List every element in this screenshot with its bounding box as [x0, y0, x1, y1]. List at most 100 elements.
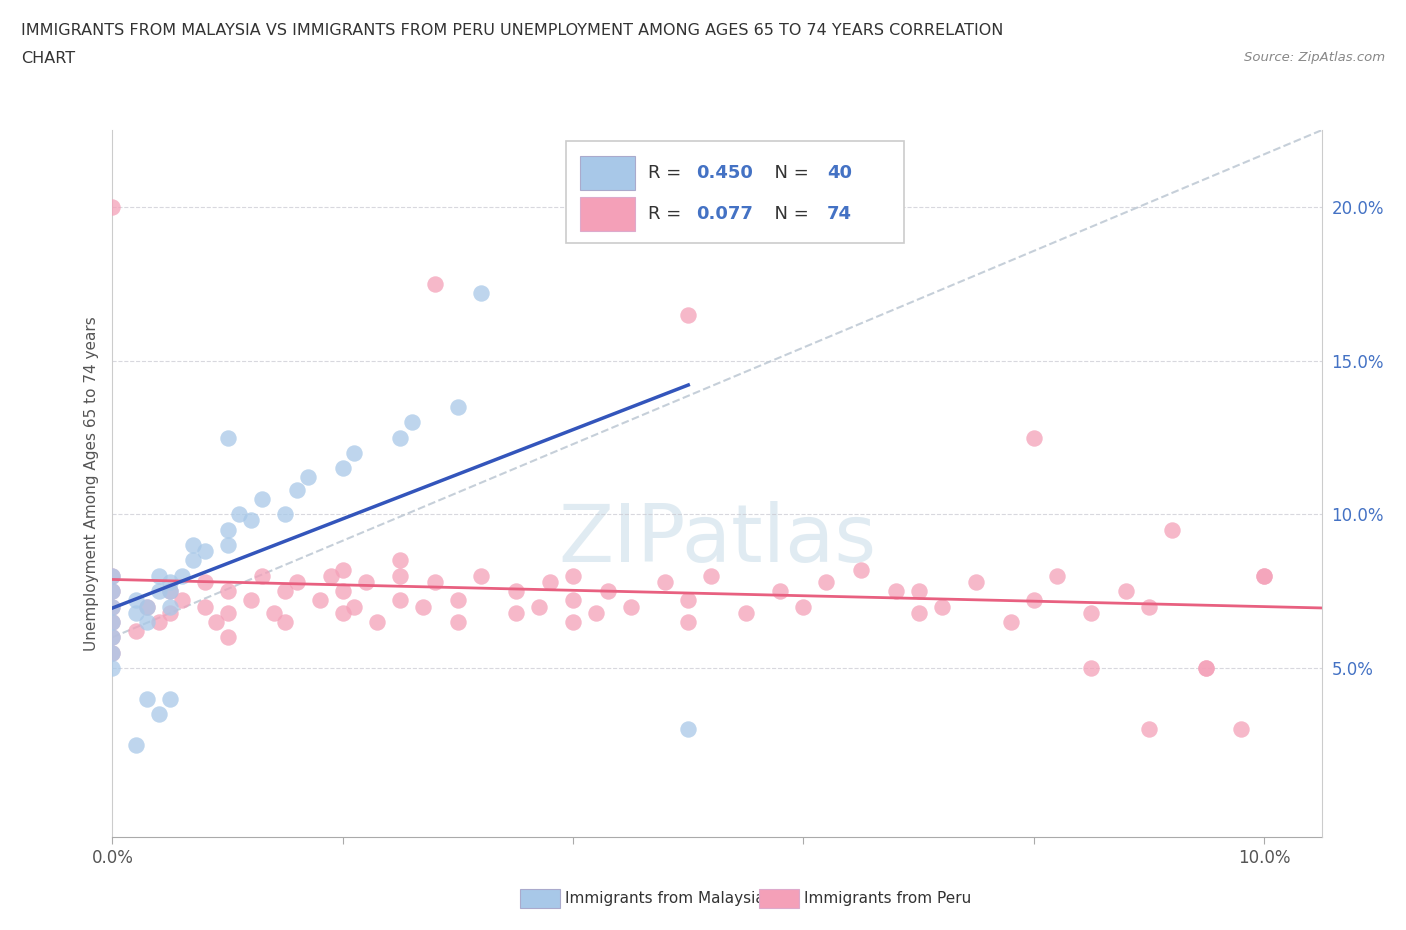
Point — [423, 276, 446, 291]
Point — [181, 553, 204, 568]
Point — [217, 584, 239, 599]
Point — [470, 286, 492, 300]
Point — [412, 599, 434, 614]
Point — [1080, 660, 1102, 675]
Text: N =: N = — [763, 165, 814, 182]
Point — [205, 615, 228, 630]
Point — [734, 605, 756, 620]
Point — [354, 575, 377, 590]
Point — [228, 507, 250, 522]
Point — [159, 575, 181, 590]
Point — [101, 568, 124, 583]
Text: IMMIGRANTS FROM MALAYSIA VS IMMIGRANTS FROM PERU UNEMPLOYMENT AMONG AGES 65 TO 7: IMMIGRANTS FROM MALAYSIA VS IMMIGRANTS F… — [21, 23, 1004, 38]
Text: R =: R = — [648, 165, 688, 182]
Text: R =: R = — [648, 205, 688, 222]
Point — [274, 507, 297, 522]
Point — [1115, 584, 1137, 599]
Point — [136, 691, 159, 706]
Point — [239, 593, 262, 608]
Point — [101, 645, 124, 660]
Point — [159, 691, 181, 706]
Point — [101, 645, 124, 660]
Text: 0.077: 0.077 — [696, 205, 754, 222]
Point — [505, 605, 527, 620]
Point — [585, 605, 607, 620]
Point — [285, 575, 308, 590]
Point — [101, 599, 124, 614]
Point — [101, 599, 124, 614]
Point — [332, 605, 354, 620]
Point — [101, 568, 124, 583]
Point — [101, 584, 124, 599]
Point — [136, 599, 159, 614]
Point — [181, 538, 204, 552]
Point — [332, 460, 354, 475]
Point — [769, 584, 792, 599]
Y-axis label: Unemployment Among Ages 65 to 74 years: Unemployment Among Ages 65 to 74 years — [83, 316, 98, 651]
Text: 40: 40 — [827, 165, 852, 182]
Text: ZIPatlas: ZIPatlas — [558, 501, 876, 579]
Point — [366, 615, 388, 630]
Point — [447, 399, 470, 414]
Point — [239, 513, 262, 528]
Point — [194, 599, 217, 614]
Point — [343, 599, 366, 614]
FancyBboxPatch shape — [565, 140, 904, 244]
Point — [159, 584, 181, 599]
Point — [124, 624, 146, 639]
Point — [562, 593, 585, 608]
Point — [389, 593, 412, 608]
Point — [159, 599, 181, 614]
Point — [654, 575, 676, 590]
Text: 0.450: 0.450 — [696, 165, 754, 182]
Point — [1137, 722, 1160, 737]
Point — [170, 593, 193, 608]
Point — [148, 615, 170, 630]
Point — [1161, 523, 1184, 538]
Point — [678, 615, 700, 630]
Point — [159, 605, 181, 620]
Point — [678, 307, 700, 322]
Point — [792, 599, 814, 614]
FancyBboxPatch shape — [581, 196, 636, 231]
Text: 74: 74 — [827, 205, 852, 222]
Point — [389, 430, 412, 445]
Point — [389, 553, 412, 568]
Point — [217, 538, 239, 552]
Point — [274, 615, 297, 630]
Point — [1253, 568, 1275, 583]
Point — [194, 544, 217, 559]
Point — [217, 605, 239, 620]
Point — [907, 605, 929, 620]
Point — [700, 568, 723, 583]
Point — [884, 584, 907, 599]
Point — [263, 605, 285, 620]
Point — [101, 584, 124, 599]
Point — [159, 584, 181, 599]
Point — [1137, 599, 1160, 614]
Point — [217, 630, 239, 644]
Point — [148, 584, 170, 599]
Point — [136, 615, 159, 630]
Point — [678, 593, 700, 608]
Point — [965, 575, 987, 590]
Point — [136, 599, 159, 614]
Point — [297, 470, 319, 485]
Point — [1046, 568, 1069, 583]
Point — [562, 615, 585, 630]
Text: Immigrants from Malaysia: Immigrants from Malaysia — [565, 891, 765, 906]
Point — [170, 568, 193, 583]
Point — [470, 568, 492, 583]
Point — [931, 599, 953, 614]
Point — [1080, 605, 1102, 620]
Point — [562, 568, 585, 583]
Point — [1253, 568, 1275, 583]
Point — [1022, 430, 1045, 445]
Text: Immigrants from Peru: Immigrants from Peru — [804, 891, 972, 906]
Point — [538, 575, 561, 590]
Point — [101, 615, 124, 630]
Point — [389, 568, 412, 583]
Point — [101, 200, 124, 215]
Point — [250, 492, 273, 507]
Point — [401, 415, 423, 430]
